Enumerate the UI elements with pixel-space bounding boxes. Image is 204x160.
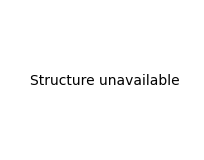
Text: Structure unavailable: Structure unavailable [30,74,179,88]
